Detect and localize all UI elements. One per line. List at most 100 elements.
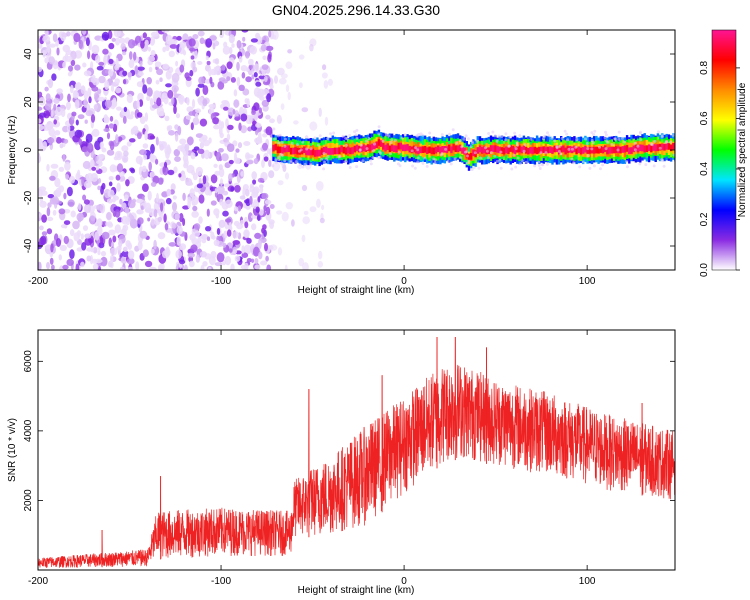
tone-cell — [406, 144, 409, 151]
spectrogram-cell — [63, 138, 69, 144]
tone-cell — [437, 145, 440, 153]
spectrogram-cell — [471, 141, 475, 145]
spectrogram-cell — [130, 111, 135, 116]
spectrogram-cell — [193, 146, 200, 151]
spectrogram-cell — [38, 97, 46, 106]
spectrogram-cell — [55, 238, 62, 247]
spectrogram-cell — [259, 185, 264, 194]
spectrogram-cell — [83, 98, 88, 108]
tone-cell — [472, 149, 475, 157]
spectrogram-cell — [212, 117, 219, 125]
spectrogram-cell — [260, 260, 268, 266]
tone-cell — [384, 144, 387, 152]
spectrogram-cell — [173, 87, 177, 97]
snr-panel: -200 -100 0 100 2000 4000 6000 Height of strai… — [7, 329, 676, 596]
spectrogram-cell — [258, 251, 263, 260]
spectrogram-cell — [309, 44, 314, 52]
spectrogram-cell — [547, 134, 551, 138]
spectrogram-cell — [472, 166, 476, 169]
spectrogram-cell — [176, 236, 182, 246]
spectrogram-cell — [192, 117, 200, 126]
spectrogram-cell — [652, 164, 656, 168]
spectrogram-cell — [73, 32, 81, 43]
tone-cell — [344, 147, 348, 155]
snr-x-tick-label: -200 — [28, 576, 48, 587]
spectrogram-cell — [198, 177, 202, 185]
spectrogram-cell — [175, 113, 181, 119]
spectrogram-cell — [251, 223, 257, 231]
tone-cell — [311, 148, 315, 156]
spectrogram-cell — [44, 244, 52, 249]
spectrogram-cell — [325, 157, 329, 161]
spectrogram-cell — [170, 183, 176, 191]
spectrogram-cell — [116, 182, 121, 192]
tone-cell — [393, 145, 396, 152]
spectrogram-cell — [175, 249, 182, 259]
spectrogram-cell — [83, 180, 92, 189]
spectrogram-cell — [157, 232, 166, 240]
spectrogram-cell — [266, 93, 272, 103]
spectrogram-cell — [309, 206, 317, 213]
spectrogram-cell — [284, 172, 290, 180]
spectrogram-cell — [76, 230, 81, 237]
spectrogram-cell — [156, 192, 159, 203]
spectrogram-cell — [96, 204, 104, 211]
spectrogram-cell — [491, 130, 495, 134]
spectrogram-cell — [85, 110, 94, 117]
spectrogram-cell — [122, 70, 128, 77]
spectrogram-cell — [215, 151, 222, 162]
spectrogram-cell — [247, 212, 253, 223]
tone-cell — [327, 148, 330, 155]
spectrogram-cell — [195, 87, 200, 97]
spectrogram-cell — [143, 154, 148, 161]
spectrogram-cell — [269, 221, 274, 229]
colorbar-label: Normalized spectral amplitude — [737, 82, 748, 217]
spectrogram-cell — [298, 157, 302, 161]
spectrogram-cell — [585, 142, 589, 145]
spectrogram-cell — [149, 171, 155, 178]
tone-cell — [314, 150, 317, 157]
spectrogram-cell — [187, 136, 194, 146]
spectrogram-cell — [222, 45, 231, 55]
spectrogram-cell — [154, 91, 162, 97]
spectrogram-cell — [251, 74, 255, 80]
tone-cell — [544, 147, 548, 154]
spectrogram-cell — [109, 141, 115, 151]
spectrogram-cell — [56, 88, 63, 94]
spectrogram-cell — [592, 164, 596, 168]
spectrogram-cell — [529, 137, 533, 141]
spectrogram-cell — [213, 163, 218, 168]
spectrogram-cell — [277, 67, 285, 76]
colorbar-gradient — [711, 29, 737, 271]
spectrogram-cell — [444, 147, 448, 151]
spectrogram-cell — [257, 177, 264, 183]
spectrogram-cell — [207, 191, 213, 196]
tone-cell — [481, 147, 484, 154]
spectrogram-cell — [276, 210, 283, 215]
spectrogram-cell — [344, 136, 348, 140]
tone-cell — [452, 143, 455, 151]
spectrogram-cell — [378, 150, 382, 154]
spectrogram-cell — [50, 163, 59, 169]
spectrogram-cell — [233, 99, 239, 108]
spectrogram-cell — [98, 75, 106, 84]
spectrogram-cell — [66, 186, 73, 197]
spectrogram-cell — [135, 198, 144, 204]
spectrogram-cell — [214, 58, 220, 65]
tone-cell — [439, 146, 442, 154]
spectrogram-cell — [62, 61, 66, 69]
spectrogram-cell — [369, 162, 373, 166]
spectrogram-cell — [428, 131, 432, 135]
spectrogram-cell — [244, 50, 250, 59]
spectrogram-cell — [242, 187, 246, 198]
spectrogram-cell — [232, 249, 238, 254]
tone-cell — [608, 146, 611, 154]
spectrogram-cell — [212, 43, 216, 50]
spectrogram-cell — [103, 55, 107, 66]
spectrogram-cell — [95, 54, 101, 64]
spectrogram-cell — [95, 165, 100, 171]
spectrogram-cell — [81, 176, 85, 187]
tone-cell — [562, 145, 565, 153]
spectrogram-cell — [46, 137, 55, 144]
spectrogram-cell — [587, 154, 590, 158]
